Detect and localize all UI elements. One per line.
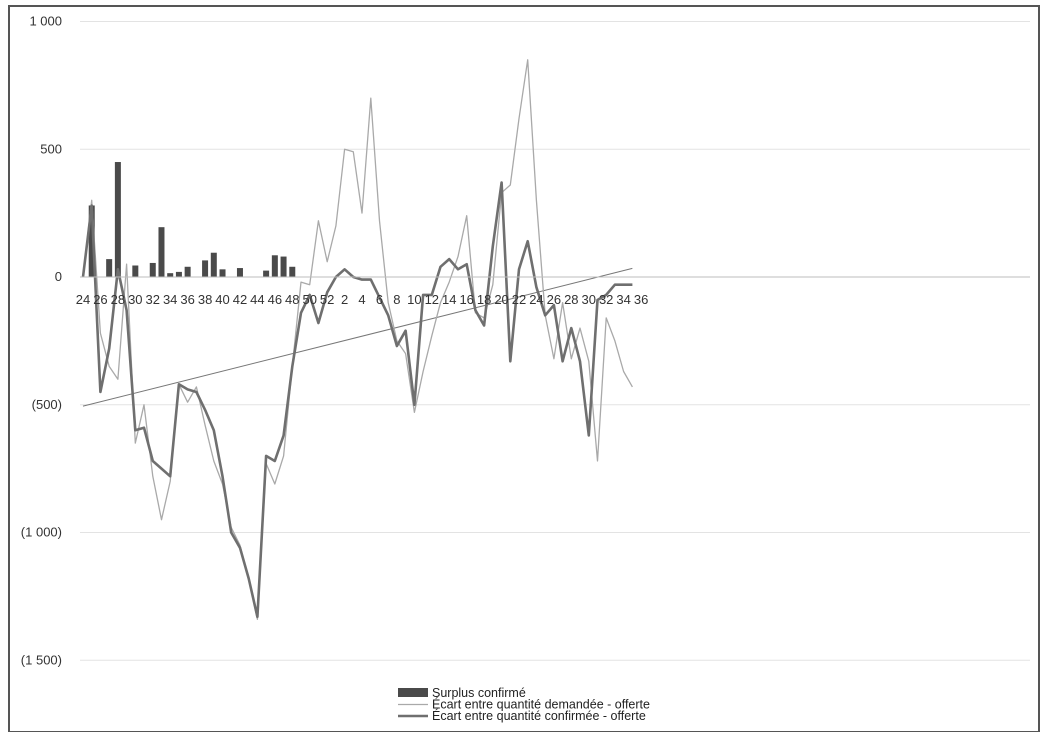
line-layer — [81, 59, 633, 621]
x-tick-label: 30 — [128, 292, 142, 307]
x-tick-label: 50 — [302, 292, 316, 307]
x-tick-label: 18 — [477, 292, 491, 307]
line-confirmee-offerte — [81, 181, 633, 619]
x-tick-label: 16 — [459, 292, 473, 307]
bar — [167, 273, 174, 277]
legend-label: Écart entre quantité confirmée - offerte — [432, 708, 646, 723]
y-tick-label: (1 000) — [21, 525, 62, 540]
x-tick-label: 48 — [285, 292, 299, 307]
y-tick-label: 1 000 — [29, 14, 62, 29]
bar — [202, 260, 209, 277]
x-tick-label: 22 — [512, 292, 526, 307]
x-tick-label: 34 — [616, 292, 630, 307]
y-tick-label: 500 — [40, 141, 62, 156]
x-tick-label: 2 — [341, 292, 348, 307]
grid-layer — [80, 21, 1030, 661]
chart-border — [8, 5, 1040, 732]
x-tick-label: 42 — [233, 292, 247, 307]
y-tick-label: 0 — [55, 269, 62, 284]
legend-label: Écart entre quantité demandée - offerte — [432, 697, 650, 712]
trend-line — [82, 267, 633, 407]
x-tick-label: 6 — [376, 292, 383, 307]
bar — [271, 255, 278, 277]
x-tick-label: 34 — [163, 292, 177, 307]
bar — [263, 270, 270, 277]
x-tick-label: 36 — [180, 292, 194, 307]
bar — [236, 268, 243, 277]
x-tick-label: 14 — [442, 292, 456, 307]
bar — [219, 269, 226, 277]
x-tick-label: 26 — [93, 292, 107, 307]
x-tick-label: 32 — [599, 292, 613, 307]
bar — [175, 271, 182, 277]
bar — [106, 259, 113, 277]
x-tick-label: 20 — [494, 292, 508, 307]
x-tick-label: 52 — [320, 292, 334, 307]
x-tick-label: 28 — [111, 292, 125, 307]
y-tick-label: (1 500) — [21, 652, 62, 667]
x-tick-label: 26 — [547, 292, 561, 307]
legend-label: Surplus confirmé — [432, 686, 526, 700]
y-tick-label: (500) — [32, 397, 62, 412]
x-tick-label: 24 — [76, 292, 90, 307]
x-tick-label: 28 — [564, 292, 578, 307]
bar — [158, 227, 165, 277]
x-tick-label: 4 — [358, 292, 365, 307]
bar — [210, 252, 217, 277]
x-tick-label: 44 — [250, 292, 264, 307]
legend-swatch-bar — [398, 688, 428, 697]
bar — [149, 262, 156, 277]
x-tick-label: 24 — [529, 292, 543, 307]
bar — [289, 266, 296, 277]
x-tick-label: 12 — [425, 292, 439, 307]
bar — [132, 265, 139, 277]
bar-layer — [88, 162, 296, 277]
x-tick-label: 10 — [407, 292, 421, 307]
x-tick-label: 30 — [582, 292, 596, 307]
bar — [184, 266, 191, 277]
x-tick-label: 38 — [198, 292, 212, 307]
bar — [280, 256, 287, 277]
x-tick-label: 32 — [146, 292, 160, 307]
x-tick-label: 40 — [215, 292, 229, 307]
x-tick-label: 36 — [634, 292, 648, 307]
x-tick-label: 46 — [268, 292, 282, 307]
bar — [114, 162, 121, 277]
trend-layer — [82, 267, 633, 407]
x-tick-label: 8 — [393, 292, 400, 307]
bar — [88, 205, 95, 277]
